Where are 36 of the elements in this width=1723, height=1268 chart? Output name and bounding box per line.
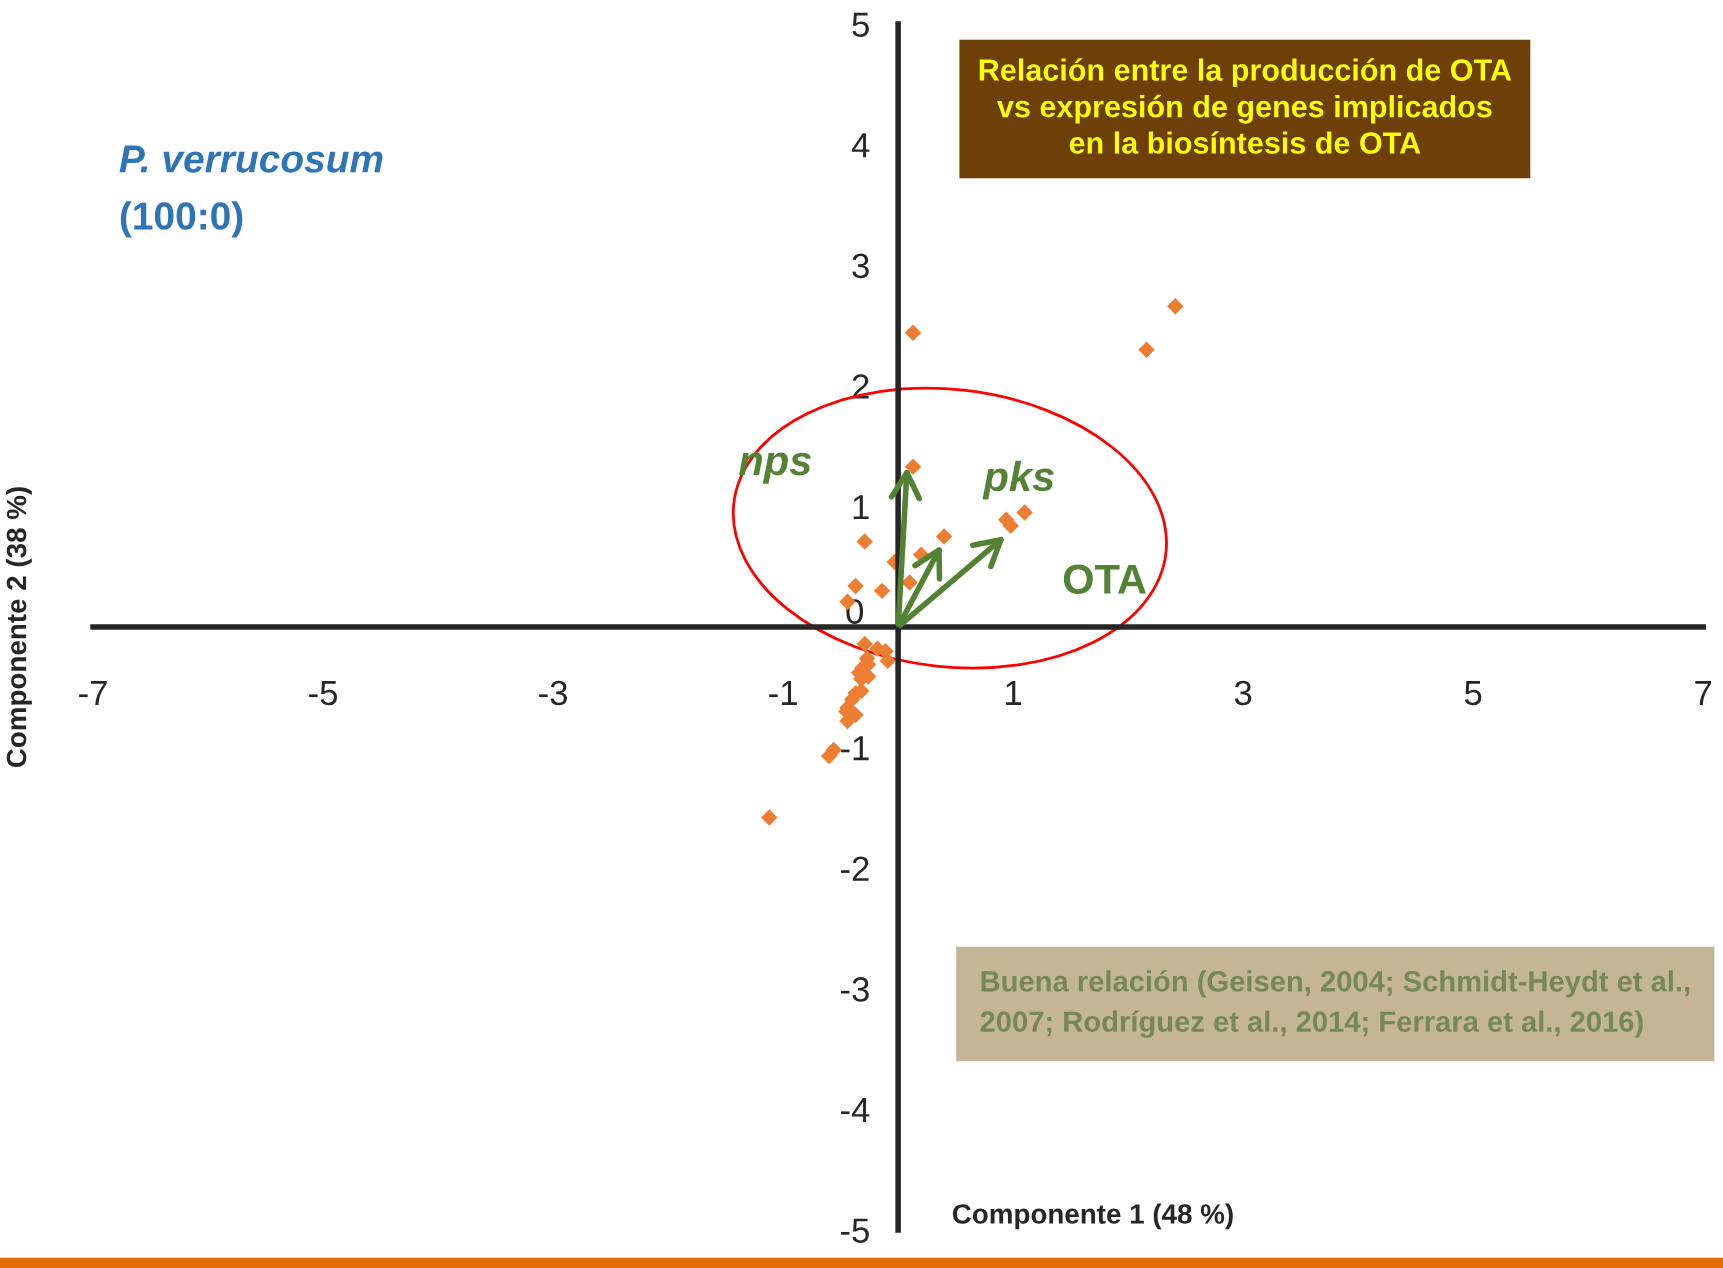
y-tick-label: 4 bbox=[851, 133, 870, 158]
point bbox=[856, 635, 873, 653]
point bbox=[873, 582, 891, 600]
point bbox=[1016, 504, 1033, 521]
x-tick-label: 1 bbox=[1006, 681, 1022, 705]
x-tick-label: -5 bbox=[309, 681, 338, 706]
point bbox=[904, 324, 922, 342]
y-tick-label: -1 bbox=[841, 736, 869, 761]
x-tick-label: -3 bbox=[539, 680, 567, 706]
y-tick-label: -2 bbox=[841, 856, 869, 881]
text: P. verrucosum (100:0) bbox=[119, 145, 383, 238]
x-tick-label: 3 bbox=[1234, 680, 1252, 706]
y-tick-label: -5 bbox=[841, 1218, 869, 1243]
annotation: OTA bbox=[1063, 564, 1146, 594]
point bbox=[847, 577, 864, 595]
y-tick-label: -4 bbox=[841, 1098, 870, 1122]
point bbox=[856, 533, 873, 550]
text: Relación entre la producción de OTA vs expresión de genes implicados en la biosíntesis de OTA bbox=[979, 58, 1512, 154]
y-tick-label: 5 bbox=[852, 12, 869, 38]
x-tick-label: -1 bbox=[769, 681, 797, 705]
point bbox=[761, 809, 778, 826]
annotation: Buena relación (Geisen, 2004; Schmidt-Heydt et al., 2007; Rodríguez et al., 2014; Ferrara et al., 2016) bbox=[980, 970, 1690, 1038]
y-axis-title: Componente 2 (38 %) bbox=[5, 487, 32, 768]
x-axis-title: Componente 1 (48 %) bbox=[952, 1203, 1233, 1230]
point bbox=[935, 528, 953, 545]
y-tick-label: 1 bbox=[853, 495, 869, 520]
x-tick-label: 7 bbox=[1695, 681, 1712, 705]
x-tick-label: -7 bbox=[79, 681, 107, 705]
x-tick-label: 5 bbox=[1464, 681, 1482, 706]
point bbox=[904, 458, 922, 475]
point bbox=[1138, 341, 1155, 358]
y-tick-label: 3 bbox=[852, 253, 869, 279]
point bbox=[901, 574, 918, 591]
y-tick-label: -3 bbox=[841, 977, 869, 1002]
annotation: pks bbox=[982, 460, 1054, 500]
point bbox=[1167, 298, 1184, 315]
